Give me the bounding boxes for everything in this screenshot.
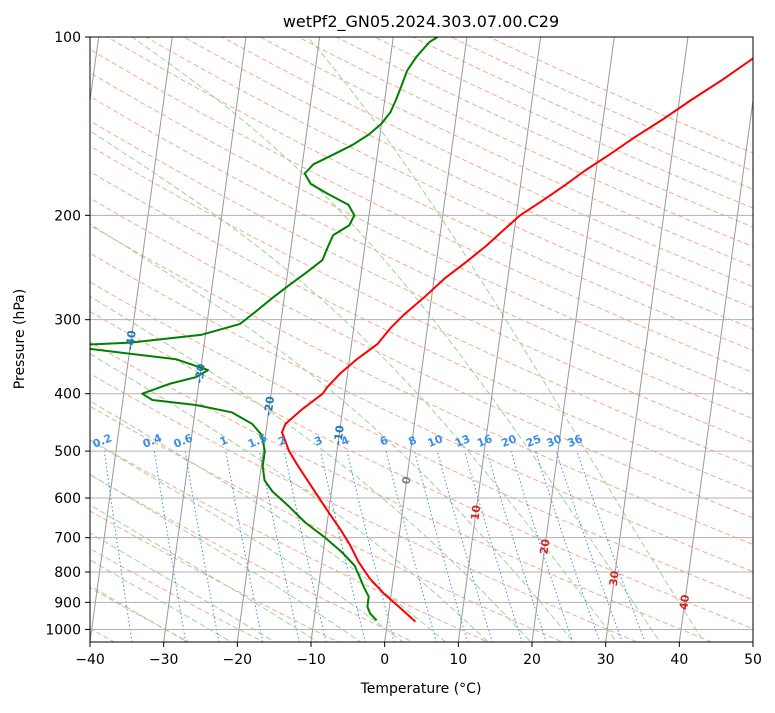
isotherm-label: -30 xyxy=(192,363,208,385)
x-tick-label: 10 xyxy=(449,652,467,668)
x-tick-label: 50 xyxy=(744,652,762,668)
y-tick-label: 600 xyxy=(54,491,81,507)
isotherm-label: -20 xyxy=(262,395,278,417)
x-tick-label: 0 xyxy=(380,652,389,668)
y-tick-label: 500 xyxy=(54,444,81,460)
y-tick-label: 900 xyxy=(54,595,81,611)
chart-title: wetPf2_GN05.2024.303.07.00.C29 xyxy=(283,12,559,32)
y-tick-label: 300 xyxy=(54,313,81,329)
isotherm-label: 10 xyxy=(468,504,483,521)
x-tick-label: 20 xyxy=(523,652,541,668)
isotherm-label: -40 xyxy=(123,329,139,351)
x-tick-label: 30 xyxy=(597,652,615,668)
y-tick-label: 1000 xyxy=(45,622,81,638)
x-tick-label: −40 xyxy=(75,652,105,668)
y-tick-label: 200 xyxy=(54,208,81,224)
y-tick-label: 700 xyxy=(54,531,81,547)
isotherm-label: 30 xyxy=(607,570,622,587)
x-axis-title: Temperature (°C) xyxy=(360,681,482,697)
plot-area xyxy=(90,37,753,642)
x-tick-label: 40 xyxy=(670,652,688,668)
y-tick-label: 800 xyxy=(54,565,81,581)
x-tick-label: −30 xyxy=(149,652,179,668)
x-tick-label: −20 xyxy=(223,652,253,668)
y-tick-label: 400 xyxy=(54,387,81,403)
isotherm-label: 40 xyxy=(677,594,692,611)
x-tick-label: −10 xyxy=(296,652,326,668)
y-tick-label: 100 xyxy=(54,30,81,46)
y-axis-title: Pressure (hPa) xyxy=(12,289,28,389)
isotherm-label: 20 xyxy=(538,538,553,555)
